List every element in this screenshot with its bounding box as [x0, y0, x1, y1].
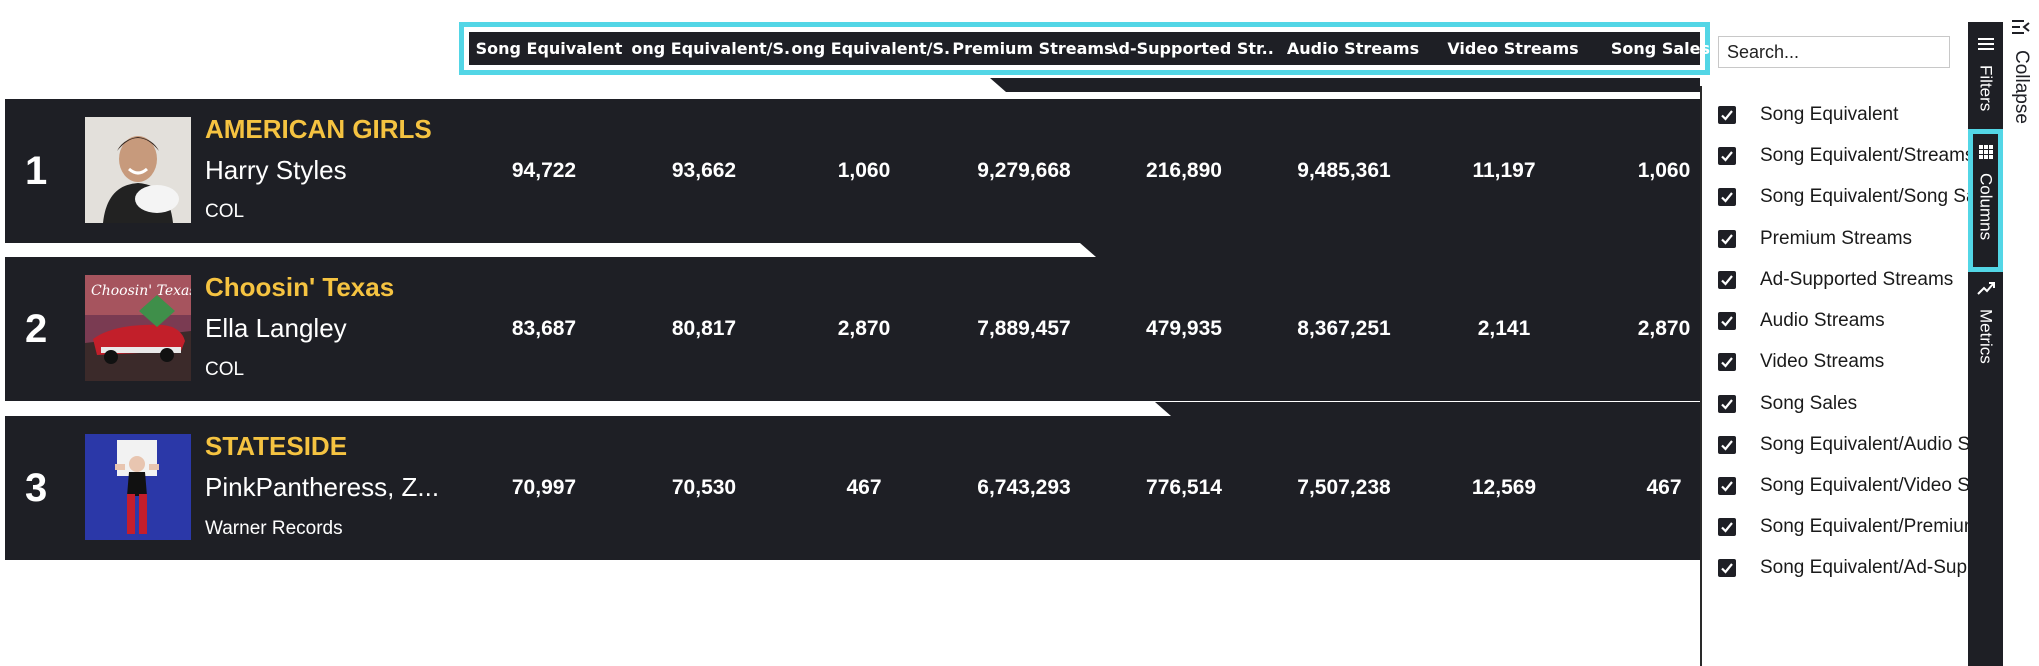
artist-name[interactable]: Harry Styles — [205, 155, 347, 185]
cell-premium-streams: 9,279,668 — [977, 159, 1071, 182]
tab-columns-label: Columns — [1976, 173, 1996, 241]
grid-icon — [1978, 144, 1994, 165]
search-input[interactable] — [1718, 36, 1950, 68]
checkbox-checked-icon[interactable] — [1718, 188, 1736, 206]
cell-song-equivalent-streams: 80,817 — [671, 317, 737, 340]
svg-text:Choosin' Texas: Choosin' Texas — [91, 283, 191, 299]
checkbox-checked-icon[interactable] — [1718, 477, 1736, 495]
cell-song-equivalent-song-sales: 2,870 — [837, 317, 891, 340]
header-song-equivalent[interactable]: Song Equivalent — [475, 39, 623, 58]
cell-video-streams: 11,197 — [1472, 159, 1536, 182]
tab-filters-label: Filters — [1976, 65, 1996, 112]
cell-ad-supported-streams: 216,890 — [1146, 159, 1222, 182]
side-tab-strip: Filters Columns Metrics — [1968, 22, 2003, 666]
column-toggle-audio-streams[interactable]: Audio Streams — [1718, 306, 1885, 336]
record-label: COL — [205, 201, 245, 222]
cell-song-sales: 467 — [1646, 476, 1682, 499]
table-row[interactable]: 1 AMERICAN GIRLS Harry Styles COL 94,722… — [0, 78, 1700, 258]
album-cover: Choosin' Texas — [85, 275, 191, 381]
album-cover — [85, 117, 191, 223]
checkbox-checked-icon[interactable] — [1718, 271, 1736, 289]
columns-panel: Song Equivalent Song Equivalent/Streams … — [1700, 86, 1970, 666]
hamburger-icon — [1977, 36, 1995, 57]
column-toggle-ad-supported-streams[interactable]: Ad-Supported Streams — [1718, 265, 1953, 295]
collapse-toggle[interactable]: Collapse — [2003, 18, 2039, 124]
header-premium-streams[interactable]: Premium Streams — [953, 39, 1113, 58]
checkbox-checked-icon[interactable] — [1718, 312, 1736, 330]
album-cover — [85, 434, 191, 540]
trend-icon — [1976, 280, 1995, 301]
column-toggle-song-sales[interactable]: Song Sales — [1718, 389, 1857, 419]
cell-premium-streams: 7,889,457 — [977, 317, 1071, 340]
cell-song-equivalent: 83,687 — [511, 317, 577, 340]
cell-song-sales: 2,870 — [1637, 317, 1691, 340]
artist-name[interactable]: PinkPantheress, Z... — [205, 472, 440, 502]
checkbox-checked-icon[interactable] — [1718, 147, 1736, 165]
header-song-sales[interactable]: Song Sales — [1610, 39, 1710, 58]
cell-audio-streams: 7,507,238 — [1297, 476, 1391, 499]
column-toggle-video-streams[interactable]: Video Streams — [1718, 347, 1884, 377]
column-toggle-song-equivalent-premium-streams[interactable]: Song Equivalent/Premium Streams — [1718, 512, 1970, 542]
column-header-inner: Song Equivalent Song Equivalent/S... Son… — [469, 32, 1710, 65]
checkbox-checked-icon[interactable] — [1718, 106, 1736, 124]
record-label: Warner Records — [205, 518, 343, 539]
cell-song-equivalent-song-sales: 1,060 — [837, 159, 891, 182]
table-row[interactable]: 2 Choosin' Texas Choosin' Texas Ella Lan… — [0, 243, 1700, 423]
cell-video-streams: 12,569 — [1471, 476, 1537, 499]
artist-name[interactable]: Ella Langley — [205, 313, 347, 343]
rank: 2 — [25, 306, 48, 351]
song-title[interactable]: STATESIDE — [205, 431, 348, 461]
header-ad-supported-streams[interactable]: Ad-Supported Str... — [1113, 39, 1273, 58]
cell-song-sales: 1,060 — [1637, 159, 1691, 182]
cell-premium-streams: 6,743,293 — [977, 476, 1071, 499]
column-toggle-song-equivalent-streams[interactable]: Song Equivalent/Streams — [1718, 141, 1970, 171]
tab-columns[interactable]: Columns — [1968, 129, 2003, 272]
cell-ad-supported-streams: 776,514 — [1146, 476, 1222, 499]
column-header-bar: Song Equivalent Song Equivalent/S... Son… — [459, 22, 1710, 75]
tab-metrics[interactable]: Metrics — [1968, 280, 2003, 364]
cell-song-equivalent-streams: 70,530 — [671, 476, 737, 499]
cell-video-streams: 2,141 — [1477, 317, 1531, 340]
header-song-equivalent-streams[interactable]: Song Equivalent/S... — [631, 39, 791, 58]
checkbox-checked-icon[interactable] — [1718, 353, 1736, 371]
record-label: COL — [205, 359, 245, 380]
checkbox-checked-icon[interactable] — [1718, 559, 1736, 577]
column-toggle-song-equivalent-video-streams[interactable]: Song Equivalent/Video Streams — [1718, 471, 1970, 501]
tab-filters[interactable]: Filters — [1968, 36, 2003, 111]
column-toggle-premium-streams[interactable]: Premium Streams — [1718, 224, 1912, 254]
rank: 3 — [25, 465, 48, 510]
cell-song-equivalent-streams: 93,662 — [671, 159, 737, 182]
cell-ad-supported-streams: 479,935 — [1146, 317, 1222, 340]
header-video-streams[interactable]: Video Streams — [1447, 39, 1579, 58]
cell-song-equivalent-song-sales: 467 — [846, 476, 882, 499]
checkbox-checked-icon[interactable] — [1718, 436, 1736, 454]
song-title[interactable]: AMERICAN GIRLS — [205, 114, 432, 144]
header-song-equivalent-song-sales[interactable]: Song Equivalent/S... — [791, 39, 951, 58]
cell-song-equivalent: 94,722 — [511, 159, 577, 182]
header-audio-streams[interactable]: Audio Streams — [1286, 39, 1420, 58]
cell-audio-streams: 9,485,361 — [1297, 159, 1391, 182]
column-toggle-song-equivalent-audio-streams[interactable]: Song Equivalent/Audio Streams — [1718, 430, 1970, 460]
column-toggle-song-equivalent-ad-supported-streams[interactable]: Song Equivalent/Ad-Supported Streams — [1718, 553, 1970, 583]
table-row[interactable]: 3 STATESIDE PinkPantheress, Z... Warner … — [0, 402, 1700, 582]
rank: 1 — [25, 148, 48, 193]
checkbox-checked-icon[interactable] — [1718, 230, 1736, 248]
collapse-label: Collapse — [2011, 50, 2032, 124]
song-title[interactable]: Choosin' Texas — [205, 272, 395, 302]
tab-metrics-label: Metrics — [1976, 309, 1996, 364]
checkbox-checked-icon[interactable] — [1718, 395, 1736, 413]
column-toggle-song-equivalent-song-sales[interactable]: Song Equivalent/Song Sales — [1718, 182, 1970, 212]
column-toggle-song-equivalent[interactable]: Song Equivalent — [1718, 100, 1898, 130]
checkbox-checked-icon[interactable] — [1718, 518, 1736, 536]
collapse-icon — [2011, 18, 2031, 42]
cell-audio-streams: 8,367,251 — [1297, 317, 1391, 340]
cell-song-equivalent: 70,997 — [511, 476, 577, 499]
